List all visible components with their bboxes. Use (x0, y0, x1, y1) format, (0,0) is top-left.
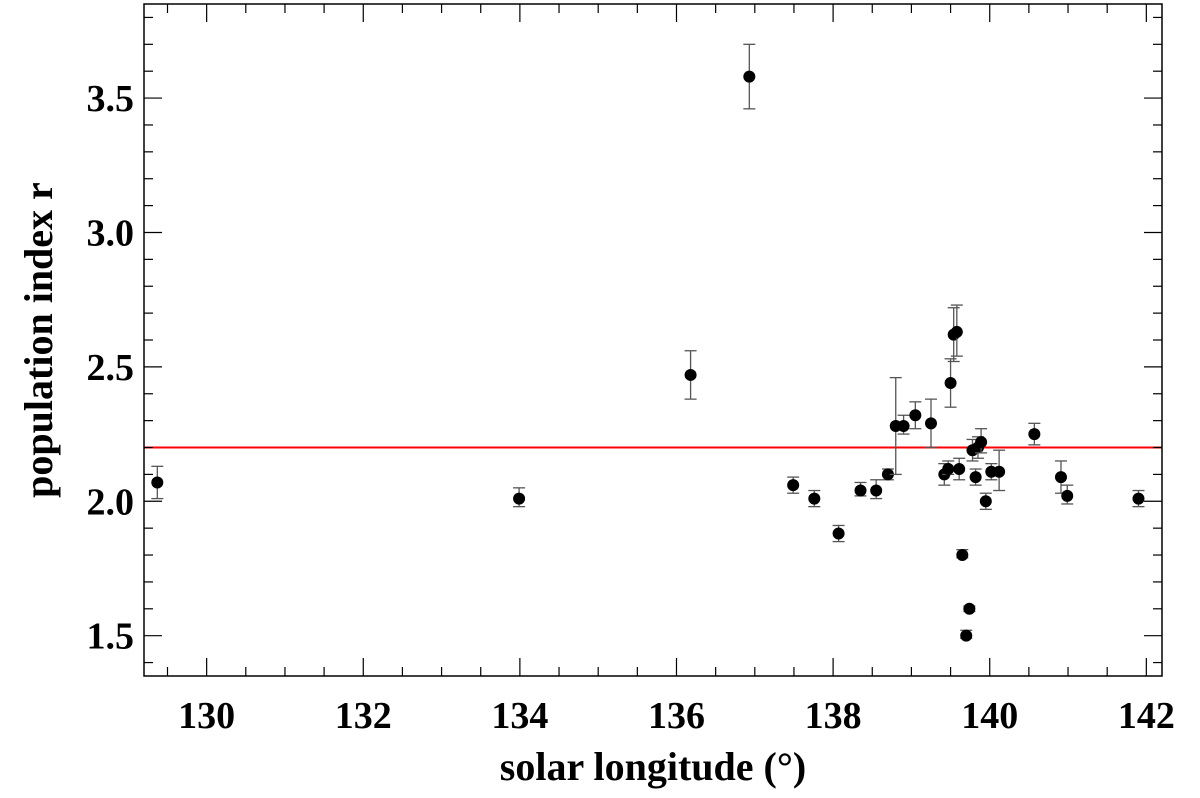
data-point-group (960, 629, 973, 642)
data-point-group (909, 401, 922, 430)
data-point-group (881, 468, 894, 481)
data-point-group (979, 492, 992, 510)
data-point (1028, 428, 1041, 441)
data-point-group (513, 487, 526, 508)
data-point (513, 492, 526, 505)
y-tick-label: 2.0 (87, 481, 135, 523)
data-point (743, 70, 756, 83)
plot-area (144, 43, 1162, 642)
y-tick-label: 3.0 (87, 212, 135, 254)
data-point (956, 549, 969, 562)
data-point (1132, 492, 1145, 505)
data-point (808, 492, 821, 505)
x-tick-label: 130 (178, 695, 235, 737)
y-tick-label: 2.5 (87, 347, 135, 389)
data-point-group (743, 43, 756, 110)
data-point (787, 479, 800, 492)
data-point (909, 409, 922, 422)
plot-frame (143, 3, 1163, 677)
data-point (1061, 489, 1074, 502)
x-tick-label: 142 (1118, 695, 1175, 737)
x-axis-ticks: 130 132 134 136 138 140 142 (166, 4, 1175, 737)
y-axis-label: population index r (16, 182, 61, 498)
data-point-group (975, 428, 988, 454)
data-point (969, 471, 982, 484)
data-point-group (808, 489, 821, 508)
x-tick-label: 136 (648, 695, 705, 737)
data-point (942, 463, 955, 476)
data-point-group (993, 449, 1006, 492)
data-point-group (1028, 422, 1041, 446)
data-point (854, 484, 867, 497)
data-point (975, 436, 988, 449)
data-point-group (870, 479, 883, 500)
data-point (1054, 471, 1067, 484)
data-point (870, 484, 883, 497)
x-axis-label: solar longitude (°) (500, 744, 806, 789)
data-point-group (1132, 489, 1145, 508)
data-point (684, 368, 697, 381)
data-point-group (950, 304, 963, 357)
y-axis-ticks: 1.5 2.0 2.5 3.0 3.5 (87, 16, 1162, 664)
data-point-group (969, 468, 982, 486)
data-point (960, 629, 973, 642)
data-point-group (944, 358, 957, 408)
data-point (924, 417, 937, 430)
data-point-group (963, 602, 976, 615)
data-point-group (151, 465, 164, 500)
data-point-group (1054, 460, 1067, 494)
x-tick-label: 132 (335, 695, 392, 737)
data-point (151, 476, 164, 489)
y-tick-label: 1.5 (87, 616, 135, 658)
data-point (950, 325, 963, 338)
data-point (944, 377, 957, 390)
data-point-group (832, 524, 845, 543)
data-point-group (1061, 484, 1074, 505)
data-point (832, 527, 845, 540)
data-point-group (787, 476, 800, 494)
data-point-group (897, 414, 910, 435)
data-point (953, 463, 966, 476)
x-tick-label: 134 (491, 695, 548, 737)
data-point (993, 465, 1006, 478)
data-point-group (854, 481, 867, 497)
data-point-group (924, 398, 937, 449)
data-point (881, 468, 894, 481)
data-point-group (953, 457, 966, 481)
data-point-group (684, 350, 697, 400)
data-point-group (956, 549, 969, 562)
data-point-group (942, 460, 955, 476)
x-tick-label: 140 (961, 695, 1018, 737)
data-point (963, 602, 976, 615)
data-point (897, 420, 910, 433)
x-tick-label: 138 (805, 695, 862, 737)
y-tick-label: 3.5 (87, 78, 135, 120)
data-point (979, 495, 992, 508)
